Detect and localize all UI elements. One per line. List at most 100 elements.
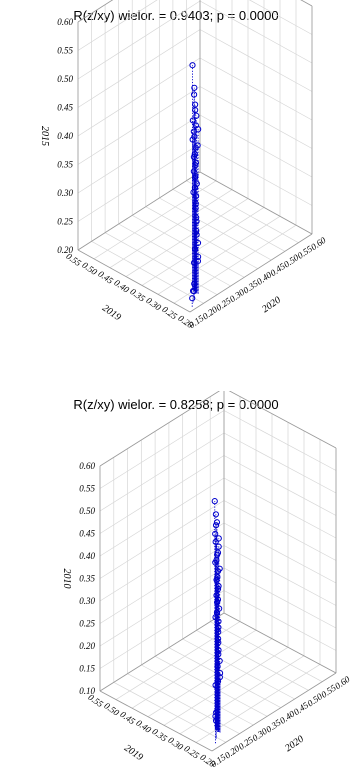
data-point xyxy=(191,174,199,181)
z-tick-label: 0.30 xyxy=(79,596,95,606)
grid-line xyxy=(199,114,313,178)
grid-line xyxy=(182,638,295,700)
data-point xyxy=(214,574,221,581)
data-point xyxy=(216,657,223,665)
grid-line xyxy=(300,0,313,7)
data-point xyxy=(214,599,221,606)
data-point xyxy=(192,205,199,212)
frame-edge xyxy=(211,672,337,752)
data-point xyxy=(194,239,202,247)
y-tick-label: 0.60 xyxy=(333,674,352,692)
grid-line xyxy=(179,655,305,735)
x-tick-label: 0.40 xyxy=(112,278,131,296)
x-axis-label: 2019 xyxy=(122,743,145,763)
z-tick-label: 0.20 xyxy=(57,245,73,255)
grid-line xyxy=(77,86,201,165)
x-tick-label: 0.25 xyxy=(160,304,179,322)
grid-line xyxy=(199,0,313,64)
data-point xyxy=(211,498,218,505)
z-tick-label: 0.45 xyxy=(79,529,95,539)
chart-1-svg: R(z/xy) wielor. = 0.9403; p = 0.0000 0.20… xyxy=(39,0,328,330)
frame-edge xyxy=(99,391,220,467)
data-point xyxy=(189,62,196,69)
z-tick-label: 0.40 xyxy=(57,131,73,141)
data-point xyxy=(212,522,220,529)
data-point xyxy=(212,614,219,621)
grid-line xyxy=(77,114,201,194)
data-point xyxy=(189,295,196,302)
grid-line xyxy=(196,630,309,691)
frame-edge xyxy=(77,0,114,23)
frame-edge xyxy=(77,171,201,251)
x-tick-label: 0.50 xyxy=(80,260,99,278)
frame-edge xyxy=(77,249,191,313)
z-tick-label: 0.45 xyxy=(57,103,73,113)
grid-line xyxy=(223,410,337,471)
grid-line xyxy=(172,189,286,252)
chart-2-title: R(z/xy) wielor. = 0.8258; p = 0.0000 xyxy=(73,397,278,412)
grid-line xyxy=(77,0,201,80)
grid-line xyxy=(159,197,272,261)
chart-2-svg: R(z/xy) wielor. = 0.8258; p = 0.0000 0.20… xyxy=(61,391,352,769)
data-point xyxy=(215,618,222,625)
grid-line xyxy=(223,522,337,584)
z-tick-label: 0.35 xyxy=(79,574,95,584)
grid-line xyxy=(127,673,240,734)
data-point xyxy=(212,559,219,566)
z-tick-label: 0.60 xyxy=(79,461,95,471)
data-point xyxy=(191,151,198,158)
chart-1-grid xyxy=(77,0,313,313)
frame-edge xyxy=(228,391,337,449)
x-tick-label: 0.35 xyxy=(128,286,147,304)
grid-line xyxy=(223,590,337,651)
data-point xyxy=(192,159,200,166)
grid-line xyxy=(223,545,337,606)
grid-line xyxy=(99,432,225,512)
z-tick-label: 0.25 xyxy=(57,217,73,227)
grid-line xyxy=(99,455,225,534)
z-tick-label: 0.25 xyxy=(79,619,95,629)
frame-edge xyxy=(223,612,337,674)
frame-edge xyxy=(199,171,313,235)
grid-line xyxy=(199,143,313,206)
grid-line xyxy=(91,241,204,304)
grid-line xyxy=(99,567,225,647)
data-point xyxy=(190,91,198,98)
grid-line xyxy=(168,647,282,708)
grid-line xyxy=(157,215,281,295)
grid-line xyxy=(99,410,225,489)
data-point xyxy=(191,280,198,287)
grid-line xyxy=(113,682,226,743)
grid-line xyxy=(141,207,265,286)
grid-line xyxy=(99,477,225,557)
z-axis-label: 2015 xyxy=(39,126,50,146)
frame-edge xyxy=(99,690,213,752)
grid-line xyxy=(145,206,258,269)
z-tick-label: 0.50 xyxy=(57,74,73,84)
grid-line xyxy=(147,638,273,718)
data-point xyxy=(191,245,199,253)
scatter3d-chart-1: R(z/xy) wielor. = 0.9403; p = 0.0000 0.20… xyxy=(39,0,328,330)
data-point xyxy=(190,153,198,161)
z-tick-label: 0.55 xyxy=(57,46,73,56)
data-point xyxy=(215,535,222,542)
data-point xyxy=(212,530,219,537)
data-point xyxy=(216,670,224,677)
data-point xyxy=(212,538,219,545)
chart-1-title: R(z/xy) wielor. = 0.9403; p = 0.0000 xyxy=(73,8,278,23)
z-tick-label: 0.10 xyxy=(79,686,95,696)
grid-line xyxy=(99,545,225,624)
data-point xyxy=(215,647,222,654)
data-point xyxy=(213,709,220,716)
grid-line xyxy=(154,656,268,717)
data-point xyxy=(215,639,222,646)
grid-line xyxy=(125,198,249,277)
grid-line xyxy=(109,189,233,269)
frame-edge xyxy=(99,612,225,692)
data-point xyxy=(214,568,222,575)
data-point xyxy=(190,259,198,266)
z-tick-label: 0.40 xyxy=(79,551,95,561)
z-tick-label: 0.55 xyxy=(79,484,95,494)
grid-line xyxy=(77,0,158,51)
data-point xyxy=(215,651,222,658)
